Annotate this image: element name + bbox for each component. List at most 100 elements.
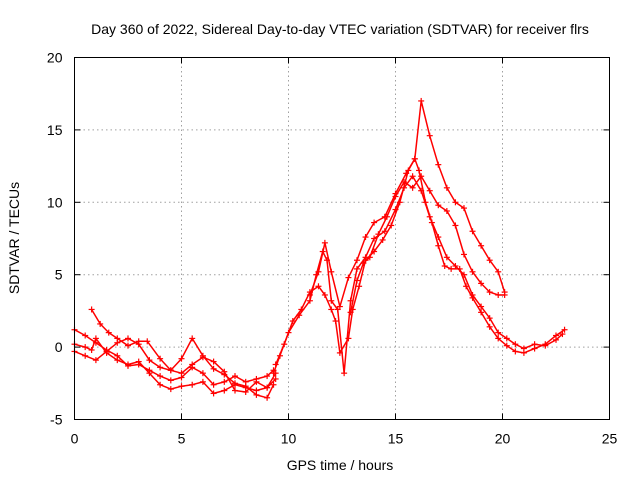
data-point	[306, 297, 313, 304]
data-point	[135, 358, 142, 365]
series-track-8	[347, 173, 508, 316]
y-tick-label: -5	[50, 412, 63, 428]
y-tick-label: 10	[47, 194, 63, 210]
data-point	[289, 318, 296, 325]
data-point	[167, 367, 174, 374]
data-point	[443, 207, 450, 214]
data-point	[435, 202, 442, 209]
data-point	[561, 326, 568, 333]
data-point	[272, 375, 279, 382]
data-point	[242, 388, 249, 395]
data-point	[178, 370, 185, 377]
data-point	[125, 342, 131, 349]
data-point	[189, 335, 196, 342]
data-point	[210, 381, 217, 388]
data-point	[443, 184, 450, 191]
data-point	[328, 306, 335, 313]
data-point	[409, 184, 416, 191]
data-point	[401, 179, 408, 186]
data-point	[478, 242, 485, 249]
data-point	[503, 342, 510, 349]
data-point	[520, 349, 527, 356]
data-point	[232, 380, 238, 387]
data-point	[178, 355, 185, 362]
data-point	[542, 341, 549, 348]
series-track-3	[71, 335, 277, 401]
data-point	[199, 354, 206, 361]
series-track-4	[88, 306, 279, 395]
data-point	[281, 341, 288, 348]
data-point	[336, 349, 343, 356]
data-point	[157, 355, 164, 362]
x-tick-label: 5	[178, 431, 186, 447]
data-point	[356, 283, 363, 290]
x-axis-label: GPS time / hours	[287, 457, 394, 473]
data-point	[105, 329, 112, 336]
series-track-1	[71, 326, 277, 388]
x-tick-label: 25	[602, 431, 618, 447]
data-point	[232, 387, 238, 394]
data-point	[443, 254, 450, 261]
data-point	[501, 291, 508, 298]
data-point	[264, 373, 271, 380]
data-point	[486, 315, 493, 322]
data-point	[92, 357, 99, 364]
data-point	[495, 329, 502, 336]
data-point	[403, 170, 410, 177]
series-group	[71, 97, 568, 401]
data-point	[336, 303, 343, 310]
data-point	[210, 365, 217, 372]
data-point	[328, 297, 335, 304]
plot-frame	[74, 57, 610, 420]
data-point	[270, 381, 277, 388]
data-point	[264, 384, 271, 391]
data-point	[210, 358, 217, 365]
data-point	[469, 268, 476, 275]
y-tick-label: 5	[55, 267, 63, 283]
data-point	[486, 289, 493, 296]
data-point	[452, 222, 459, 229]
x-tick-label: 20	[495, 431, 511, 447]
data-point	[495, 335, 502, 342]
y-axis-label: SDTVAR / TECUs	[6, 182, 22, 294]
data-point	[82, 352, 89, 359]
y-tick-label: 15	[47, 122, 63, 138]
data-point	[167, 377, 174, 384]
data-point	[264, 394, 271, 401]
data-point	[321, 239, 328, 246]
data-point	[272, 361, 279, 368]
series-line	[74, 329, 275, 386]
data-point	[253, 391, 260, 398]
data-point	[388, 222, 395, 229]
data-point	[82, 344, 89, 351]
data-point	[441, 263, 448, 270]
data-point	[242, 383, 249, 390]
data-point	[435, 161, 442, 168]
series-line	[90, 309, 277, 393]
data-point	[478, 303, 485, 310]
x-tick-label: 0	[71, 431, 79, 447]
data-point	[381, 228, 388, 235]
data-point	[189, 361, 196, 368]
data-point	[157, 373, 164, 380]
data-point	[315, 268, 322, 275]
data-point	[460, 251, 467, 258]
data-point	[125, 361, 131, 368]
data-point	[92, 335, 99, 342]
data-point	[114, 357, 121, 364]
data-point	[221, 368, 228, 375]
data-point	[469, 228, 476, 235]
data-point	[199, 370, 206, 377]
data-point	[146, 357, 153, 364]
series-line	[349, 175, 505, 313]
data-point	[503, 335, 510, 342]
data-point	[221, 378, 228, 385]
y-tick-label: 0	[55, 339, 63, 355]
data-point	[353, 257, 360, 264]
data-point	[144, 338, 151, 345]
data-point	[157, 381, 164, 388]
data-point	[452, 263, 459, 270]
data-point	[345, 335, 352, 342]
data-point	[328, 268, 335, 275]
data-point	[448, 265, 455, 272]
